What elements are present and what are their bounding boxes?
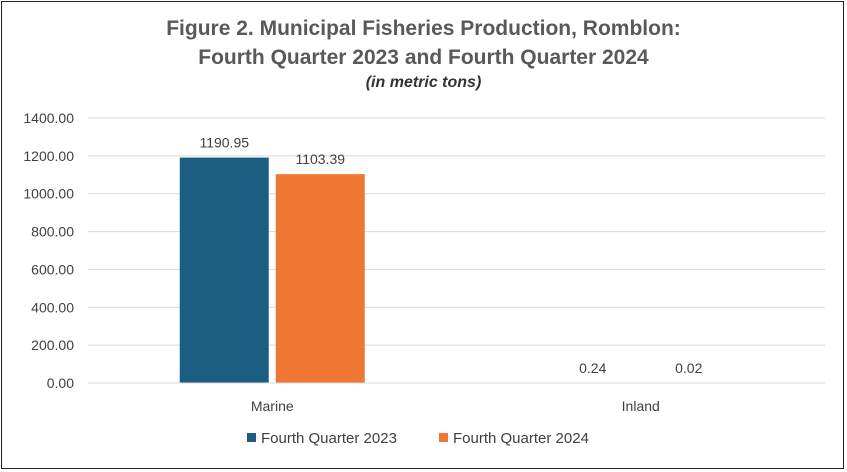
data-label: 1190.95 xyxy=(199,135,249,151)
bar xyxy=(275,174,365,383)
chart-title-line-2: Fourth Quarter 2023 and Fourth Quarter 2… xyxy=(198,46,649,69)
y-tick-label: 800.00 xyxy=(31,224,74,240)
x-tick-label: Marine xyxy=(251,398,294,414)
y-tick-label: 1200.00 xyxy=(23,148,74,164)
y-tick-label: 600.00 xyxy=(31,261,74,277)
y-tick-label: 1400.00 xyxy=(23,110,74,126)
data-label: 1103.39 xyxy=(295,151,345,167)
chart-subtitle: (in metric tons) xyxy=(365,74,482,91)
data-label: 0.24 xyxy=(579,360,606,376)
legend-swatch xyxy=(439,433,448,442)
y-tick-label: 200.00 xyxy=(31,337,74,353)
legend-label: Fourth Quarter 2023 xyxy=(261,430,397,447)
chart-title: Figure 2. Municipal Fisheries Production… xyxy=(166,17,681,40)
bar xyxy=(179,157,269,383)
y-tick-label: 1000.00 xyxy=(23,186,74,202)
x-tick-label: Inland xyxy=(622,398,660,414)
y-tick-label: 400.00 xyxy=(31,299,74,315)
legend-label: Fourth Quarter 2024 xyxy=(453,430,589,447)
data-label: 0.02 xyxy=(675,360,702,376)
legend-swatch xyxy=(247,433,256,442)
y-tick-label: 0.00 xyxy=(47,375,74,391)
